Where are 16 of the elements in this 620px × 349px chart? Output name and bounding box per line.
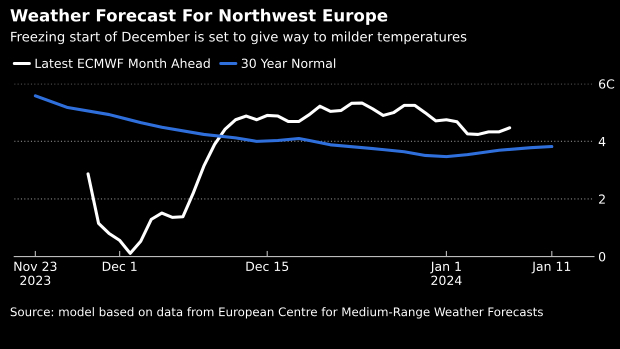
x-tick-label: Dec 1 (102, 262, 137, 272)
line-series (86, 102, 512, 255)
legend-label: Latest ECMWF Month Ahead (36, 58, 210, 68)
y-tick-label: 2 (599, 194, 605, 204)
y-tick-label: 0 (598, 252, 606, 262)
y-tick-label: 4 (598, 136, 606, 146)
line-series (34, 94, 554, 158)
chart-subtitle: Freezing start of December is set to give way to milder temperatures (11, 31, 466, 44)
source-note: Source: model based on data from European Centre for Medium-Range Weather Forecasts (10, 307, 543, 319)
x-tick-label: Jan 1 2024 (430, 262, 462, 286)
x-tick-label: Nov 23 2023 (14, 262, 56, 286)
y-tick-label: 6C (599, 79, 614, 89)
x-tick-label: Dec 15 (246, 262, 288, 272)
legend-label: 30 Year Normal (242, 58, 336, 68)
x-tick-label: Jan 11 (532, 262, 570, 274)
chart-title: Weather Forecast For Northwest Europe (10, 8, 388, 25)
